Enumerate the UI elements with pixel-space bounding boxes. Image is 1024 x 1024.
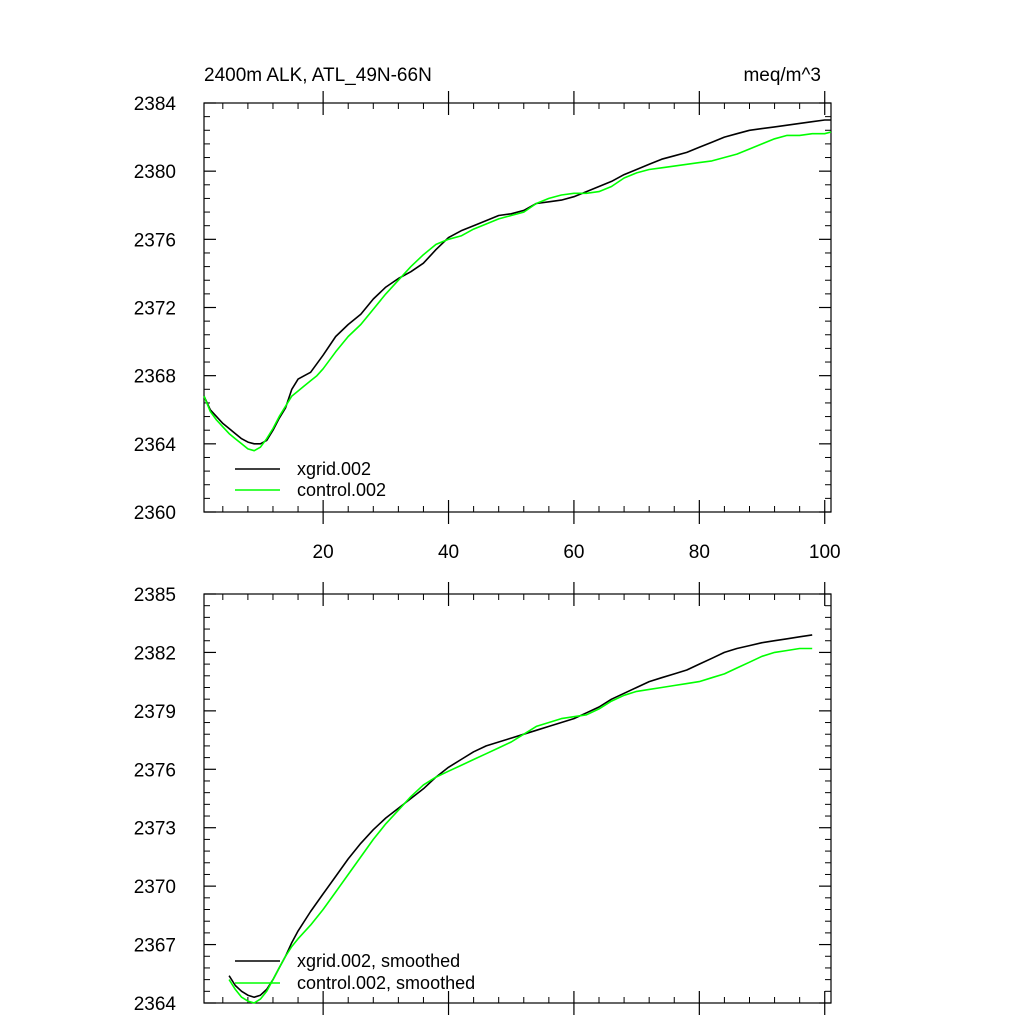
series-line-control-002-smoothed xyxy=(228,647,813,1004)
x-tick-label: 40 xyxy=(438,542,459,563)
y-tick-label: 2384 xyxy=(134,94,177,115)
y-tick-label: 2376 xyxy=(134,230,176,251)
y-tick-label: 2373 xyxy=(134,819,176,840)
y-tick-label: 2379 xyxy=(134,702,176,723)
series-line-xgrid-002 xyxy=(203,119,831,445)
y-tick-label: 2382 xyxy=(134,643,176,664)
y-tick-label: 2376 xyxy=(134,760,176,781)
top-panel: 20 40 60 80 100 2360 2364 2368 2372 2376 2380 2384 x… xyxy=(134,91,841,563)
y-tick-label: 2385 xyxy=(134,585,176,606)
x-tick-label: 60 xyxy=(563,542,584,563)
plot-frame xyxy=(203,593,832,1004)
y-tick-label: 2368 xyxy=(134,367,176,388)
y-tick-label: 2370 xyxy=(134,877,176,898)
bottom-panel: 2364 2367 2370 2373 2376 2379 2382 2385 xgrid.00… xyxy=(134,582,832,1015)
series-line-control-002 xyxy=(203,131,832,452)
y-tick-label: 2360 xyxy=(134,503,176,524)
chart-units-label: meq/m^3 xyxy=(743,65,821,86)
legend-label: xgrid.002, smoothed xyxy=(297,951,460,971)
y-tick-label: 2380 xyxy=(134,162,176,183)
x-tick-label: 100 xyxy=(809,542,841,563)
y-tick-label: 2364 xyxy=(134,435,177,456)
legend-label: control.002 xyxy=(297,480,386,500)
y-tick-label: 2364 xyxy=(134,994,177,1015)
series-line-xgrid-002-smoothed xyxy=(228,634,813,999)
plot-frame xyxy=(203,102,832,513)
x-tick-label: 20 xyxy=(313,542,334,563)
legend-label: xgrid.002 xyxy=(297,459,371,479)
x-tick-label: 80 xyxy=(689,542,710,563)
chart-title: 2400m ALK, ATL_49N-66N xyxy=(204,65,432,86)
y-tick-label: 2372 xyxy=(134,299,176,320)
legend-label: control.002, smoothed xyxy=(297,973,475,993)
y-tick-label: 2367 xyxy=(134,936,176,957)
